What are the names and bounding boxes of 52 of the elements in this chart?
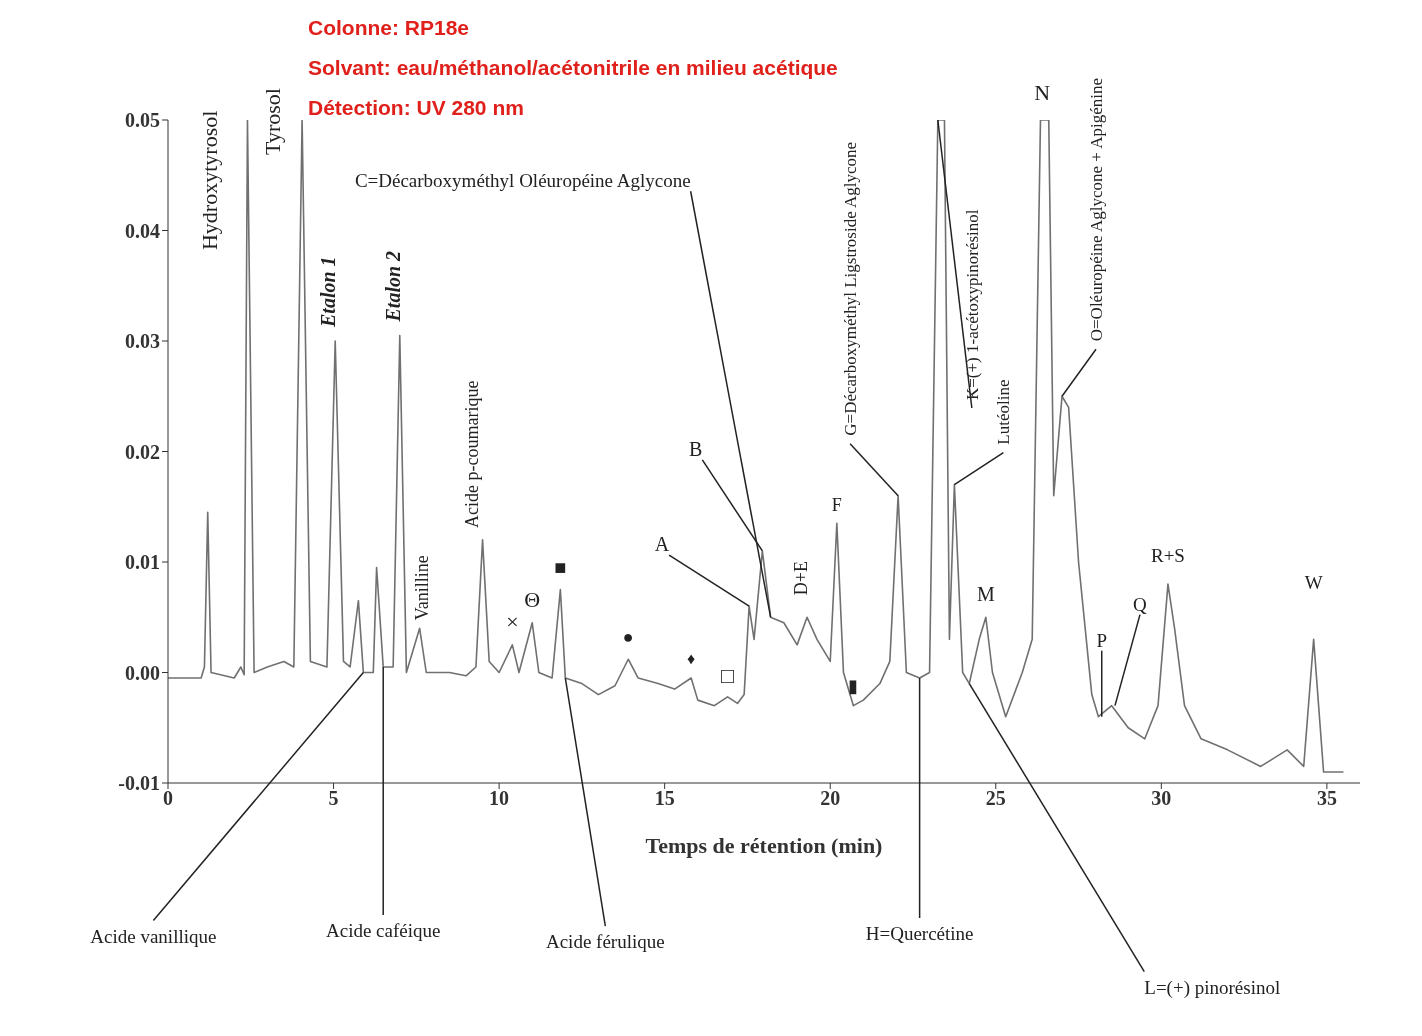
annotation: ● (622, 627, 634, 648)
annotation: F (831, 495, 842, 516)
annotation: R+S (1150, 545, 1185, 567)
annotation: N (1034, 80, 1051, 105)
x-tick-label: 20 (820, 787, 841, 810)
annotation: K=(+) 1-acétoxypinorésinol (962, 209, 982, 400)
annotation: A (654, 533, 670, 556)
y-tick-label: -0.01 (118, 772, 160, 795)
annotation: Acide vanillique (90, 925, 217, 947)
annotation: Etalon 1 (317, 256, 340, 328)
annotation: □ (720, 662, 735, 688)
annotation: Etalon 2 (381, 250, 404, 323)
y-tick-label: 0.04 (125, 219, 160, 242)
x-tick-label: 10 (489, 787, 510, 810)
text: Solvant: eau/méthanol/acétonitrile en milieu acétique (308, 55, 838, 81)
x-tick-label: 30 (1151, 787, 1172, 810)
annotation: Vanilline (411, 555, 432, 621)
annotation: M (976, 583, 995, 606)
annotation: Θ (524, 586, 541, 612)
annotation: B (689, 437, 703, 460)
annotation: C=Décarboxyméthyl Oléuropéine Aglycone (354, 170, 691, 192)
annotation: ▮ (848, 675, 859, 696)
y-tick-label: 0.03 (125, 330, 160, 353)
y-tick-label: 0.02 (125, 440, 160, 463)
text: Détection: UV 280 nm (308, 95, 525, 121)
annotation: ♦ (687, 650, 696, 668)
annotation: G=Décarboxyméthyl Ligstroside Aglycone (841, 141, 861, 436)
x-tick-label: 25 (985, 787, 1006, 810)
annotation: Lutéoline (994, 379, 1014, 445)
annotation: L=(+) pinorésinol (1144, 976, 1281, 999)
y-tick-label: 0.05 (125, 109, 160, 132)
annotation: Acide caféique (325, 919, 441, 941)
x-tick-label: 35 (1316, 787, 1337, 810)
annotation: W (1304, 572, 1323, 594)
annotation: H=Quercétine (865, 923, 974, 945)
annotation: Q (1133, 593, 1148, 615)
y-tick-label: 0.00 (125, 661, 160, 684)
annotation: × (506, 608, 519, 634)
y-tick-label: 0.01 (125, 551, 160, 574)
annotation: Acide férulique (545, 931, 665, 953)
annotation: Hydroxytyrosol (197, 110, 223, 250)
annotation: P (1096, 629, 1108, 651)
x-axis-title: Temps de rétention (min) (645, 833, 883, 858)
annotation: Tyrosol (260, 88, 286, 155)
annotation: ■ (554, 555, 567, 578)
x-tick-label: 15 (654, 787, 675, 810)
annotation: O=Oléuropéine Aglycone + Apigénine (1087, 77, 1106, 342)
text: Colonne: RP18e (308, 15, 471, 41)
x-tick-label: 0 (163, 787, 173, 810)
annotation: D+E (791, 561, 812, 596)
annotation: Acide p-coumarique (461, 380, 482, 528)
x-tick-label: 5 (328, 787, 339, 810)
